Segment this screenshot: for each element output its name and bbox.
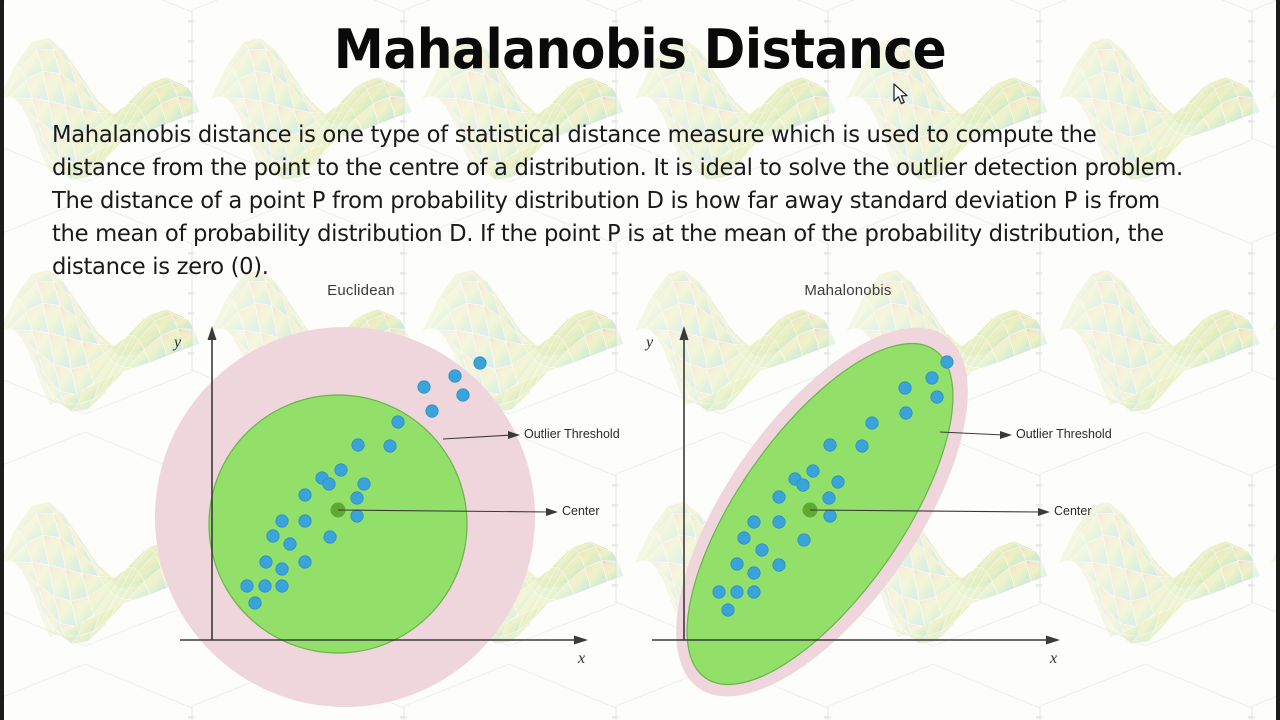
page-title: Mahalanobis Distance bbox=[333, 18, 947, 81]
data-point bbox=[855, 439, 869, 453]
letterbox-bar-right bbox=[1276, 0, 1280, 720]
data-point bbox=[298, 514, 312, 528]
data-point bbox=[721, 603, 735, 617]
data-point bbox=[823, 438, 837, 452]
data-point bbox=[240, 579, 254, 593]
euclidean-y-axis-label: y bbox=[174, 334, 182, 351]
data-point bbox=[322, 477, 336, 491]
data-point bbox=[283, 537, 297, 551]
data-point bbox=[797, 533, 811, 547]
outlier-threshold-arrowhead bbox=[508, 431, 520, 439]
data-point bbox=[258, 579, 272, 593]
data-point bbox=[334, 463, 348, 477]
data-point bbox=[940, 355, 954, 369]
mahalonobis-outlier-threshold-label: Outlier Threshold bbox=[1016, 427, 1112, 441]
data-point bbox=[730, 557, 744, 571]
body-paragraph: Mahalanobis distance is one type of stat… bbox=[52, 120, 1183, 280]
data-point bbox=[350, 509, 364, 523]
data-point bbox=[899, 406, 913, 420]
figure-mahalonobis: Mahalonobis bbox=[622, 262, 1142, 712]
data-point bbox=[865, 416, 879, 430]
data-point bbox=[822, 491, 836, 505]
euclidean-outlier-threshold-label: Outlier Threshold bbox=[524, 427, 620, 441]
data-point bbox=[448, 369, 462, 383]
data-point bbox=[730, 585, 744, 599]
data-point bbox=[350, 491, 364, 505]
mahalonobis-y-axis-label: y bbox=[646, 334, 654, 351]
data-point bbox=[417, 380, 431, 394]
figure-euclidean-title: Euclidean bbox=[327, 282, 395, 299]
data-point bbox=[747, 585, 761, 599]
data-point bbox=[298, 555, 312, 569]
data-point bbox=[275, 579, 289, 593]
data-point bbox=[712, 585, 726, 599]
data-point bbox=[898, 381, 912, 395]
figure-area: Euclidean bbox=[0, 262, 1280, 712]
x-axis-arrowhead bbox=[574, 635, 588, 645]
data-point bbox=[351, 438, 365, 452]
data-point bbox=[796, 478, 810, 492]
data-point bbox=[259, 555, 273, 569]
x-axis-arrowhead bbox=[1046, 635, 1060, 645]
data-point bbox=[357, 477, 371, 491]
figure-euclidean: Euclidean bbox=[130, 262, 650, 712]
data-point bbox=[323, 530, 337, 544]
data-point bbox=[772, 490, 786, 504]
data-point bbox=[425, 404, 439, 418]
data-point bbox=[298, 488, 312, 502]
mahalonobis-center-label: Center bbox=[1054, 504, 1092, 518]
data-point bbox=[383, 439, 397, 453]
y-axis-arrowhead bbox=[207, 326, 217, 340]
data-point bbox=[755, 543, 769, 557]
data-point bbox=[737, 531, 751, 545]
outlier-threshold-leader bbox=[442, 434, 513, 440]
mahalonobis-x-axis-label: x bbox=[1050, 650, 1058, 667]
data-point bbox=[248, 596, 262, 610]
data-point bbox=[772, 558, 786, 572]
mahalonobis-annotation-lines bbox=[809, 431, 1043, 513]
data-point bbox=[275, 562, 289, 576]
data-point bbox=[925, 371, 939, 385]
data-point bbox=[473, 356, 487, 370]
mahalonobis-plot-svg bbox=[652, 326, 1060, 697]
arrow-cursor-icon bbox=[893, 83, 908, 105]
y-axis-arrowhead bbox=[679, 326, 689, 340]
data-point bbox=[831, 475, 845, 489]
data-point bbox=[772, 515, 786, 529]
outlier-threshold-arrowhead bbox=[1000, 431, 1012, 439]
inner-distribution-region bbox=[208, 394, 468, 654]
data-point bbox=[266, 529, 280, 543]
data-point bbox=[930, 390, 944, 404]
letterbox-bar-left bbox=[0, 0, 4, 720]
data-point bbox=[823, 509, 837, 523]
euclidean-plot-svg bbox=[155, 326, 588, 707]
data-point bbox=[806, 464, 820, 478]
euclidean-x-axis-label: x bbox=[578, 650, 586, 667]
data-point bbox=[391, 415, 405, 429]
center-arrowhead bbox=[1038, 508, 1050, 516]
data-point bbox=[275, 514, 289, 528]
data-point bbox=[456, 388, 470, 402]
center-leader bbox=[809, 509, 1043, 513]
center-arrowhead bbox=[546, 508, 558, 516]
watermark-surface-tile bbox=[1232, 0, 1280, 200]
euclidean-center-label: Center bbox=[562, 504, 600, 518]
outlier-threshold-leader bbox=[939, 431, 1005, 436]
data-point bbox=[747, 515, 761, 529]
data-point bbox=[747, 566, 761, 580]
